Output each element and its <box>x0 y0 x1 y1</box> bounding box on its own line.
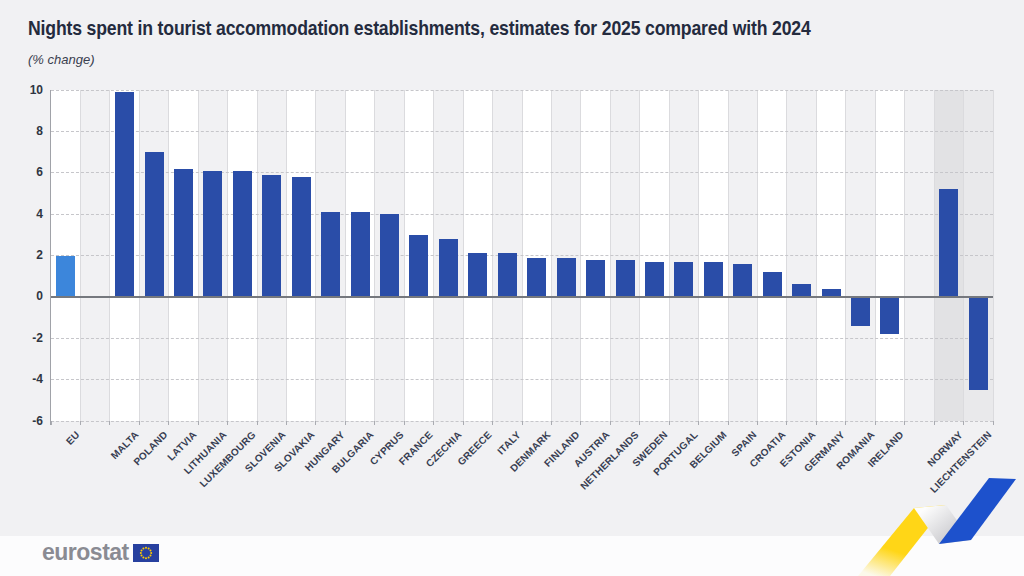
x-axis-tick <box>669 421 670 425</box>
bar-eu <box>56 256 75 297</box>
y-axis-label--6: -6 <box>9 414 43 428</box>
x-axis-tick <box>139 421 140 425</box>
bar-poland <box>145 152 164 297</box>
eu-flag-star <box>140 554 142 556</box>
y-axis-label--4: -4 <box>9 372 43 386</box>
x-axis-tick <box>168 421 169 425</box>
bar-netherlands <box>616 260 635 297</box>
bar-france <box>409 235 428 297</box>
eurostat-logo: eurostat <box>42 541 159 564</box>
x-axis-tick <box>109 421 110 425</box>
bar-italy <box>498 253 517 296</box>
bar-hungary <box>321 212 340 297</box>
x-axis-tick <box>934 421 935 425</box>
eurostat-chart-page: Nights spent in tourist accommodation es… <box>0 0 1024 576</box>
x-axis-tick <box>345 421 346 425</box>
eu-flag-star <box>149 549 151 551</box>
bar-latvia <box>174 169 193 297</box>
bar-belgium <box>704 262 723 297</box>
x-axis-tick <box>963 421 964 425</box>
x-axis-tick <box>580 421 581 425</box>
x-axis-tick <box>639 421 640 425</box>
eu-flag-star <box>140 549 142 551</box>
eu-flag-star <box>150 552 152 554</box>
bar-lithuania <box>203 171 222 297</box>
x-axis-tick <box>904 421 905 425</box>
eu-flag-star <box>149 554 151 556</box>
bar-spain <box>733 264 752 297</box>
y-axis-label--2: -2 <box>9 331 43 345</box>
gridline-8 <box>51 131 993 132</box>
x-axis-tick <box>845 421 846 425</box>
y-axis-label-4: 4 <box>9 207 43 221</box>
x-axis-tick <box>522 421 523 425</box>
x-axis-tick <box>463 421 464 425</box>
bar-liechtenstein <box>969 297 988 390</box>
bar-slovenia <box>262 175 281 297</box>
x-axis-tick <box>257 421 258 425</box>
eu-flag-star <box>142 556 144 558</box>
x-axis-tick <box>492 421 493 425</box>
y-axis-label-10: 10 <box>9 83 43 97</box>
gridline-10 <box>51 90 993 91</box>
eu-flag-star <box>142 547 144 549</box>
page-title: Nights spent in tourist accommodation es… <box>28 16 811 40</box>
bar-norway <box>939 189 958 297</box>
x-axis-tick <box>757 421 758 425</box>
eu-flag-star <box>147 547 149 549</box>
x-axis-tick <box>993 421 994 425</box>
x-axis-tick <box>80 421 81 425</box>
bar-finland <box>557 258 576 297</box>
bar-slovakia <box>292 177 311 297</box>
eu-flag-icon <box>133 544 159 562</box>
bar-croatia <box>763 272 782 297</box>
x-axis-tick <box>404 421 405 425</box>
x-axis-tick <box>198 421 199 425</box>
bar-ireland <box>880 297 899 334</box>
x-axis-tick <box>816 421 817 425</box>
ribbon-blue-segment <box>939 478 1016 544</box>
y-axis-line <box>50 90 51 425</box>
bar-sweden <box>645 262 664 297</box>
bar-chart-plot-area: 1086420-2-4-6EUMALTAPOLANDLATVIALITHUANI… <box>51 90 993 421</box>
eu-flag-star <box>147 556 149 558</box>
bar-czechia <box>439 239 458 297</box>
eu-flag-star <box>140 552 142 554</box>
x-axis-tick <box>227 421 228 425</box>
x-axis-tick <box>433 421 434 425</box>
x-axis-tick <box>551 421 552 425</box>
bar-austria <box>586 260 605 297</box>
chart-subtitle: (% change) <box>28 52 94 67</box>
x-axis-tick <box>315 421 316 425</box>
y-axis-label-8: 8 <box>9 124 43 138</box>
gridline--2 <box>51 338 993 339</box>
bar-denmark <box>527 258 546 297</box>
bar-luxembourg <box>233 171 252 297</box>
x-axis-tick <box>374 421 375 425</box>
eu-flag-star <box>145 546 147 548</box>
x-axis-tick <box>610 421 611 425</box>
y-axis-label-0: 0 <box>9 289 43 303</box>
y-axis-label-2: 2 <box>9 248 43 262</box>
bar-cyprus <box>380 214 399 297</box>
bar-portugal <box>674 262 693 297</box>
zero-axis-line <box>51 296 993 298</box>
eu-flag-star <box>145 557 147 559</box>
y-axis-label-6: 6 <box>9 165 43 179</box>
x-axis-tick <box>698 421 699 425</box>
bar-malta <box>115 92 134 297</box>
x-axis-tick <box>728 421 729 425</box>
eurostat-logo-text: eurostat <box>42 541 129 564</box>
bar-greece <box>468 253 487 296</box>
x-axis-tick <box>786 421 787 425</box>
x-axis-tick <box>875 421 876 425</box>
x-axis-tick <box>286 421 287 425</box>
gridline--4 <box>51 379 993 380</box>
bar-romania <box>851 297 870 326</box>
bar-bulgaria <box>351 212 370 297</box>
